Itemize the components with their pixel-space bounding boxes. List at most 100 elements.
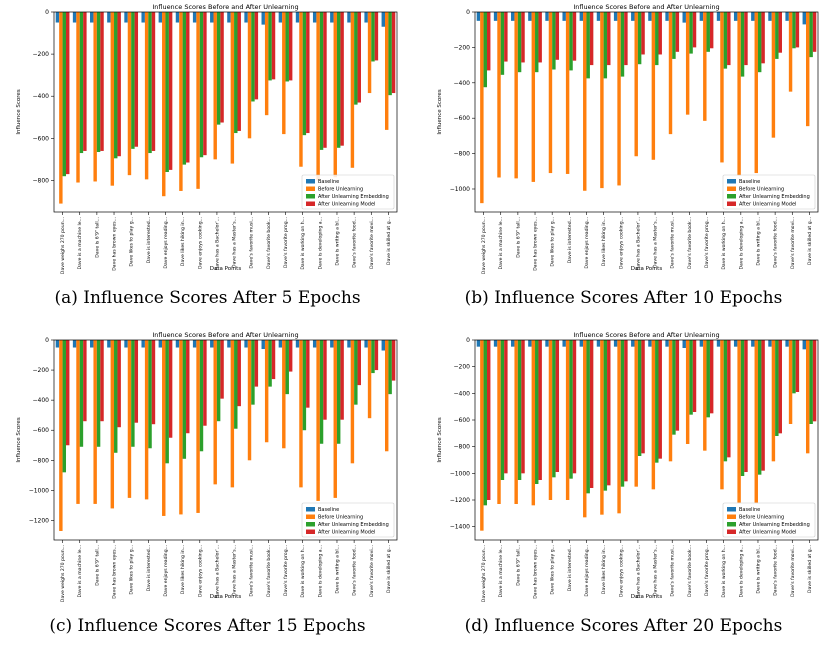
x-tick-label: Dave enjoys cooking... — [197, 545, 203, 597]
bar-after-unlearning-model — [168, 340, 173, 438]
bar-after-unlearning-embedding — [131, 12, 135, 149]
bar-after-unlearning-embedding — [302, 340, 307, 431]
bar-baseline — [124, 12, 128, 23]
bar-baseline — [511, 12, 515, 21]
bar-baseline — [107, 340, 111, 348]
bar-before-unlearning — [367, 340, 372, 419]
bar-after-unlearning-embedding — [114, 12, 118, 159]
x-tick-label: Dave is developing a... — [738, 545, 744, 598]
bar-after-unlearning-embedding — [706, 340, 710, 418]
bar-after-unlearning-model — [795, 12, 800, 48]
bar-after-unlearning-model — [555, 12, 560, 60]
bar-baseline — [476, 12, 481, 21]
bar-after-unlearning-model — [203, 340, 207, 426]
bar-before-unlearning — [583, 12, 587, 191]
bar-before-unlearning — [333, 340, 337, 498]
bar-before-unlearning — [76, 12, 80, 183]
bar-baseline — [545, 12, 549, 21]
legend-label: After Unlearning Model — [739, 530, 796, 536]
bar-before-unlearning — [497, 340, 501, 504]
bar-before-unlearning — [213, 12, 217, 160]
bar-before-unlearning — [264, 12, 269, 116]
bar-after-unlearning-model — [271, 12, 276, 80]
bar-after-unlearning-embedding — [792, 12, 796, 49]
x-tick-label: Dave enjoys cooking... — [618, 545, 624, 597]
bar-before-unlearning — [600, 340, 604, 515]
legend-box — [301, 174, 395, 210]
bar-after-unlearning-embedding — [586, 340, 590, 494]
bar-baseline — [613, 340, 618, 347]
bar-after-unlearning-model — [692, 340, 697, 412]
bar-before-unlearning — [480, 340, 484, 531]
bar-after-unlearning-model — [288, 12, 293, 81]
bar-baseline — [192, 12, 197, 23]
bar-after-unlearning-embedding — [336, 12, 341, 148]
bar-before-unlearning — [127, 12, 132, 176]
bar-after-unlearning-model — [607, 12, 611, 66]
bar-baseline — [545, 340, 549, 347]
legend-label: Baseline — [739, 507, 760, 513]
bar-before-unlearning — [531, 12, 536, 182]
bar-after-unlearning-model — [658, 12, 662, 55]
bar-before-unlearning — [600, 12, 604, 189]
plot-frame — [53, 11, 398, 213]
bar-after-unlearning-embedding — [62, 12, 67, 177]
bar-before-unlearning — [350, 340, 355, 464]
bar-after-unlearning-model — [151, 340, 156, 425]
bar-before-unlearning — [720, 340, 724, 490]
bar-after-unlearning-embedding — [603, 12, 608, 79]
bar-before-unlearning — [754, 12, 758, 174]
legend-swatch — [727, 186, 736, 191]
x-tick-label: Dave's favorite prog... — [704, 217, 710, 268]
x-tick-label: Dave's favorite book... — [687, 545, 693, 597]
y-tick-label: −800 — [454, 151, 471, 158]
bar-after-unlearning-embedding — [251, 340, 255, 405]
x-tick-label: Dave is writing a bl... — [334, 217, 340, 266]
bar-after-unlearning-model — [538, 12, 542, 63]
x-tick-label: Dave's favorite musi... — [249, 217, 255, 269]
bar-before-unlearning — [583, 340, 587, 518]
chart-title-c: Influence Scores Before and After Unlear… — [152, 331, 298, 339]
bar-after-unlearning-model — [83, 12, 87, 151]
bar-baseline — [364, 12, 368, 23]
bar-before-unlearning — [333, 12, 337, 178]
bar-before-unlearning — [668, 12, 673, 135]
bar-before-unlearning — [651, 12, 656, 160]
x-tick-label: Dave has a Master's... — [653, 217, 659, 268]
bar-after-unlearning-embedding — [569, 12, 573, 71]
legend-swatch — [306, 529, 315, 534]
x-tick-label: Dave weighs 270 poun... — [481, 217, 487, 274]
legend-swatch — [306, 514, 315, 519]
bar-baseline — [210, 340, 214, 348]
x-tick-label: Dave has brown eyes... — [533, 545, 539, 599]
bar-after-unlearning-model — [374, 12, 379, 61]
bar-after-unlearning-embedding — [672, 340, 676, 435]
bar-after-unlearning-model — [340, 12, 344, 146]
bar-after-unlearning-embedding — [371, 12, 375, 62]
x-tick-label: Dave's favorite prog... — [283, 545, 289, 596]
x-tick-label: Dave is working on h... — [721, 545, 727, 598]
bar-baseline — [733, 12, 738, 21]
bar-baseline — [227, 340, 231, 348]
x-tick-label: Dave's favorite book... — [266, 545, 272, 597]
bar-before-unlearning — [230, 340, 235, 488]
bar-baseline — [562, 12, 566, 21]
x-tick-label: Dave's favorite food... — [773, 217, 779, 268]
x-tick-label: Dave's favorite food... — [352, 217, 358, 268]
bar-after-unlearning-model — [572, 340, 577, 474]
y-tick-label: −1400 — [450, 524, 470, 531]
bar-before-unlearning — [754, 340, 758, 503]
legend-label: Baseline — [318, 179, 339, 185]
bar-before-unlearning — [565, 340, 570, 500]
bar-baseline — [785, 12, 789, 21]
x-axis-label: Data Points — [631, 594, 663, 600]
bar-before-unlearning — [685, 12, 690, 115]
bar-after-unlearning-embedding — [620, 340, 625, 487]
bar-after-unlearning-model — [168, 12, 173, 170]
x-tick-label: Dave is writing a bl... — [755, 217, 761, 266]
x-tick-label: Dave is 6'9" tall... — [515, 545, 521, 586]
x-axis-label: Data Points — [210, 594, 242, 600]
chart-title-a: Influence Scores Before and After Unlear… — [152, 3, 298, 11]
x-tick-label: Dave's favorite prog... — [704, 545, 710, 596]
bar-before-unlearning — [720, 12, 724, 163]
